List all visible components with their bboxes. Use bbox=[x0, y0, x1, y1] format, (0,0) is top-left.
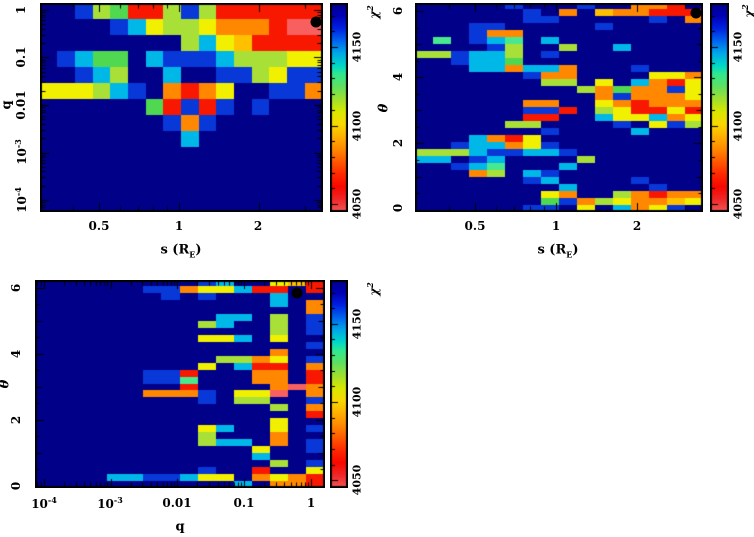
panel-c-cbtick-4150: 4150 bbox=[350, 308, 364, 340]
panel-c-cbtick-4050: 4050 bbox=[350, 464, 364, 496]
panel-a-ytick-1: 1 bbox=[14, 5, 28, 15]
colorbar-panel-a bbox=[330, 3, 348, 212]
panel-b-xtick-0.5: 0.5 bbox=[464, 219, 486, 233]
panel-a-ytick-0.1: 0.1 bbox=[14, 46, 28, 68]
panel-c-xtick-0.01: 0.01 bbox=[162, 496, 192, 510]
panel-b-xtick-1: 1 bbox=[551, 219, 561, 233]
panel-b-cbtick-4100: 4100 bbox=[731, 110, 745, 142]
panel-a-xtick-1: 1 bbox=[174, 219, 184, 233]
heatmap-panel-a bbox=[40, 3, 323, 212]
panel-c-xtick-1: 1 bbox=[306, 496, 316, 510]
panel-a-chi2-label: χ2 bbox=[365, 5, 381, 19]
panel-a-cbtick-4100: 4100 bbox=[350, 110, 364, 142]
panel-b-ytick-6: 6 bbox=[391, 6, 405, 16]
panel-b-ytick-2: 2 bbox=[391, 138, 405, 148]
heatmap-panel-c bbox=[35, 280, 325, 488]
colorbar-panel-c bbox=[330, 280, 348, 488]
panel-c-ylabel: θ bbox=[0, 380, 13, 389]
panel-c-xtick-1e-3: 10-3 bbox=[97, 495, 123, 511]
panel-b-xlabel: s (RE) bbox=[537, 242, 579, 260]
panel-c-ytick-0: 0 bbox=[9, 481, 23, 491]
panel-a-xtick-0.5: 0.5 bbox=[88, 219, 110, 233]
panel-b-cbtick-4150: 4150 bbox=[731, 31, 745, 63]
panel-c-xlabel: q bbox=[175, 519, 185, 535]
panel-a-ytick-1e-3: 10-3 bbox=[13, 139, 29, 165]
panel-b-xtick-2: 2 bbox=[632, 219, 642, 233]
panel-c-ytick-4: 4 bbox=[9, 349, 23, 359]
best-fit-marker-a bbox=[310, 16, 322, 28]
panel-b-ytick-4: 4 bbox=[391, 72, 405, 82]
panel-a-ylabel: q bbox=[0, 100, 15, 110]
panel-c-cbtick-4100: 4100 bbox=[350, 386, 364, 418]
panel-b-cbtick-4050: 4050 bbox=[731, 188, 745, 220]
panel-b-ytick-0: 0 bbox=[391, 203, 405, 213]
panel-a-xtick-2: 2 bbox=[253, 219, 263, 233]
panel-c-ytick-6: 6 bbox=[9, 283, 23, 293]
colorbar-panel-b bbox=[710, 3, 729, 212]
panel-c-chi2-label: χ2 bbox=[365, 282, 381, 296]
panel-a-xlabel: s (RE) bbox=[160, 242, 202, 260]
panel-c-ytick-2: 2 bbox=[9, 415, 23, 425]
panel-a-ytick-1e-4: 10-4 bbox=[13, 187, 29, 213]
heatmap-panel-b bbox=[415, 3, 703, 212]
panel-c-xtick-0.1: 0.1 bbox=[233, 496, 255, 510]
panel-b-ylabel: θ bbox=[376, 103, 392, 113]
best-fit-marker-b bbox=[690, 7, 702, 19]
best-fit-marker-c bbox=[291, 287, 303, 299]
panel-a-cbtick-4150: 4150 bbox=[350, 31, 364, 63]
panel-a-ytick-0.01: 0.01 bbox=[14, 90, 28, 120]
panel-c-xtick-1e-4: 10-4 bbox=[31, 495, 57, 511]
panel-a-cbtick-4050: 4050 bbox=[350, 188, 364, 220]
panel-b-chi2-label: χ2 bbox=[740, 4, 754, 17]
